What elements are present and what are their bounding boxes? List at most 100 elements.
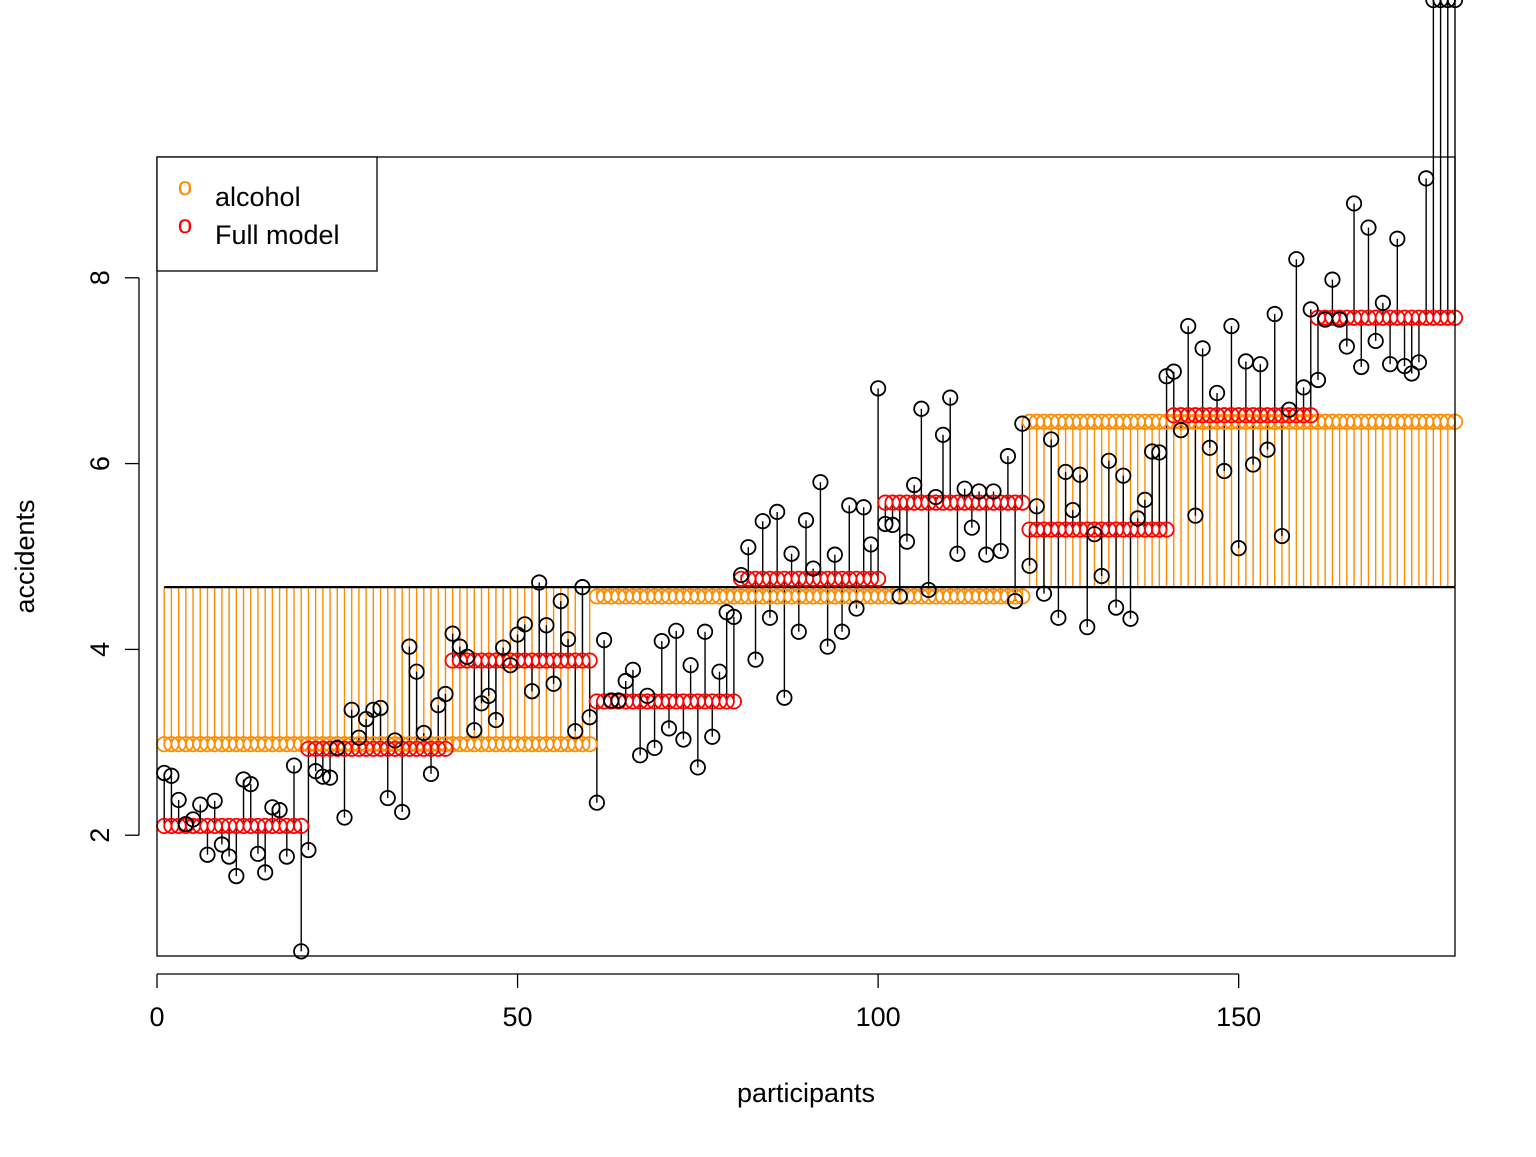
observed-point — [574, 579, 591, 596]
observed-point — [927, 488, 944, 506]
observed-point — [1144, 443, 1161, 460]
observed-point — [1021, 557, 1038, 574]
observed-point — [1180, 317, 1197, 335]
observed-point — [343, 701, 360, 718]
observed-point — [567, 723, 584, 740]
legend-symbol-alcohol: o — [178, 171, 192, 201]
legend-box — [156, 156, 378, 272]
observed-point — [1302, 301, 1319, 318]
observed-point — [833, 623, 851, 640]
observed-point — [516, 616, 533, 633]
observed-point — [913, 400, 930, 417]
full-model-point — [581, 652, 598, 669]
observed-point — [552, 592, 569, 610]
observed-point — [495, 639, 512, 656]
legend-symbol-full-model: o — [178, 209, 192, 239]
observed-point — [1230, 540, 1247, 557]
observed-point — [422, 765, 440, 783]
axes: 0 50 100 150 2 4 6 8 — [85, 270, 1261, 1032]
observed-point — [732, 566, 750, 584]
observed-point — [278, 848, 295, 865]
observed-point — [877, 515, 894, 533]
observed-point — [942, 389, 959, 406]
observed-point — [1064, 501, 1081, 519]
observed-point — [1259, 441, 1276, 458]
observed-point — [653, 632, 670, 650]
plot-frame — [156, 156, 1456, 957]
observed-point — [898, 533, 916, 550]
observed-point — [934, 426, 952, 443]
full-model-point — [1302, 407, 1319, 424]
observed-point — [415, 724, 432, 742]
observed-point — [1100, 452, 1117, 469]
observed-point — [1439, 0, 1456, 9]
observed-point — [1324, 271, 1341, 288]
observed-point — [639, 687, 656, 704]
full-model-point — [862, 570, 880, 587]
observed-point — [1223, 317, 1240, 335]
observed-point — [949, 545, 966, 562]
observed-point — [480, 687, 497, 704]
observed-point — [1028, 498, 1045, 515]
observed-point — [696, 623, 714, 640]
observed-point — [1216, 462, 1233, 480]
observed-point — [711, 663, 728, 680]
observed-point — [1050, 609, 1067, 626]
observed-point — [891, 588, 908, 605]
full-model-point — [1007, 494, 1024, 511]
observed-point — [264, 799, 281, 816]
observed-point — [632, 747, 649, 764]
observed-point — [559, 631, 577, 648]
observed-point — [1374, 294, 1391, 311]
observed-point — [386, 732, 404, 749]
observed-point — [1043, 431, 1060, 448]
full-model-point — [1295, 407, 1312, 424]
y-tick-label: 4 — [85, 642, 115, 657]
observed-point — [1172, 422, 1190, 439]
observed-point — [1093, 567, 1110, 585]
observed-point — [999, 448, 1017, 465]
observed-point — [1086, 526, 1103, 543]
observed-point — [314, 768, 331, 785]
observed-point — [1273, 527, 1291, 545]
observed-point — [1244, 456, 1262, 473]
observed-point — [1281, 401, 1298, 418]
observed-point — [408, 663, 425, 680]
observed-point — [1338, 338, 1355, 355]
alcohol-fitted-points — [156, 413, 1464, 753]
y-tick-label: 6 — [85, 456, 115, 471]
observed-point — [437, 685, 454, 703]
observed-point — [595, 632, 613, 649]
observed-point — [769, 503, 786, 521]
full-model-point — [1014, 494, 1031, 511]
observed-point — [1266, 305, 1283, 323]
observed-points — [156, 0, 1464, 960]
observed-point — [199, 846, 216, 863]
full-model-point — [1158, 521, 1175, 538]
observed-point — [689, 759, 706, 776]
full-model-point — [293, 817, 310, 835]
x-tick-label: 0 — [149, 1002, 164, 1032]
observed-point — [1288, 251, 1305, 268]
observed-point — [523, 683, 541, 700]
alcohol-point — [581, 736, 598, 753]
observed-point — [1309, 371, 1327, 389]
observed-point — [1187, 507, 1204, 524]
observed-point — [740, 539, 757, 556]
observed-point — [985, 483, 1002, 500]
observed-point — [783, 545, 800, 562]
observed-point — [502, 657, 519, 674]
observed-point — [163, 767, 180, 784]
observed-point — [978, 546, 995, 563]
alcohol-point — [574, 736, 591, 753]
observed-point — [206, 792, 223, 809]
observed-point — [848, 600, 865, 617]
observed-point — [646, 739, 663, 756]
observed-point — [350, 729, 368, 746]
observed-point — [1208, 384, 1226, 402]
observed-point — [1389, 230, 1406, 247]
full-model-point — [725, 693, 742, 710]
observed-point — [754, 513, 771, 530]
observed-point — [242, 776, 259, 793]
